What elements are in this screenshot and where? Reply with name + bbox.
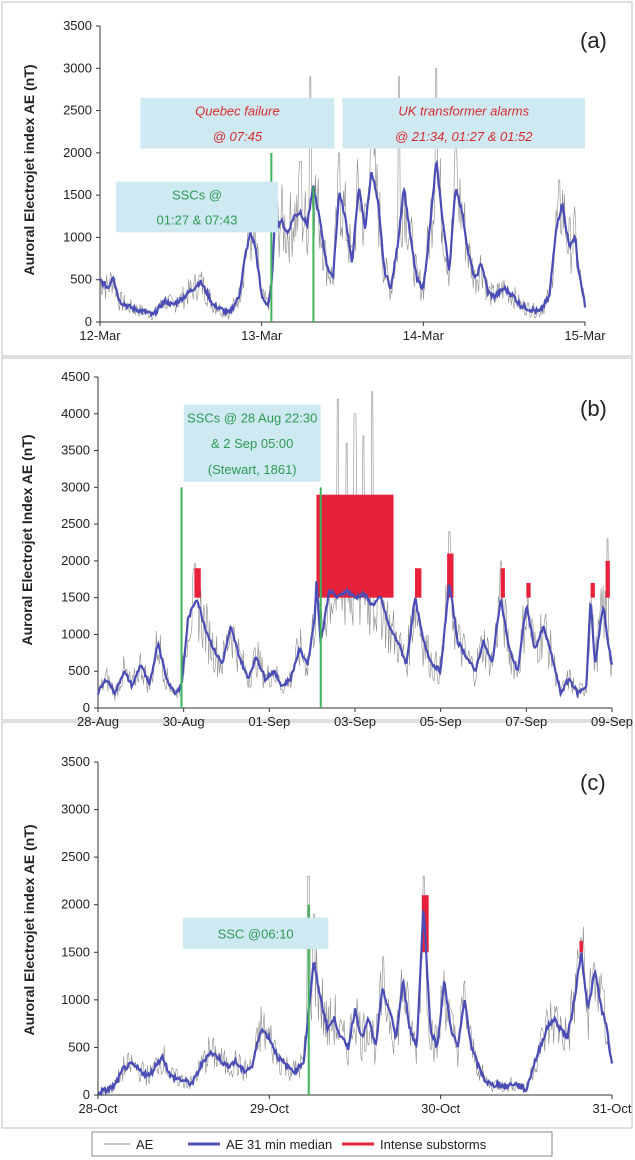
legend: AE AE 31 min median Intense substorms xyxy=(91,1131,553,1157)
panel-b: (b) Auroral Electrojet Index AE (nT) 0 50… xyxy=(19,369,633,729)
y-tick-label: 1000 xyxy=(61,992,90,1007)
panel-a-label: (a) xyxy=(580,28,607,53)
annotation-text: (Stewart, 1861) xyxy=(208,462,297,477)
panel-a: (a) Auroral Electrojet index AE (nT) 0 50… xyxy=(21,18,607,343)
annotation-box xyxy=(342,97,585,149)
annotation-text: & 2 Sep 05:00 xyxy=(211,436,293,451)
annotation-box xyxy=(183,404,321,482)
annotation-text: 01:27 & 07:43 xyxy=(157,213,238,228)
y-tick-label: 3500 xyxy=(61,443,90,458)
panel-c-label: (c) xyxy=(580,770,606,795)
legend-median-label: AE 31 min median xyxy=(226,1137,332,1152)
annotation-box xyxy=(116,181,278,233)
x-tick-label: 30-Oct xyxy=(421,1101,460,1116)
y-tick-label: 3500 xyxy=(63,18,92,33)
y-tick-label: 500 xyxy=(70,272,92,287)
x-tick-label: 28-Oct xyxy=(78,1101,117,1116)
annotation-text: @ 21:34, 01:27 & 01:52 xyxy=(395,129,533,144)
y-tick-label: 500 xyxy=(68,663,90,678)
x-tick-label: 01-Sep xyxy=(248,714,290,729)
y-tick-label: 1500 xyxy=(61,590,90,605)
y-tick-label: 2000 xyxy=(61,553,90,568)
intense-substorm xyxy=(579,940,583,953)
x-tick-label: 31-Oct xyxy=(592,1101,631,1116)
intense-substorm xyxy=(414,568,422,598)
median-series xyxy=(96,581,614,699)
y-tick-label: 1500 xyxy=(61,944,90,959)
intense-substorm xyxy=(447,553,454,598)
annotation-text: SSCs @ xyxy=(172,187,222,202)
annotation-box xyxy=(140,97,335,149)
panel-c-frame xyxy=(1,721,633,1129)
y-tick-label: 4000 xyxy=(61,406,90,421)
annotation-text: @ 07:45 xyxy=(213,129,263,144)
legend-intense-label: Intense substorms xyxy=(380,1137,487,1152)
intense-substorm xyxy=(194,568,201,598)
y-tick-label: 3000 xyxy=(63,60,92,75)
y-tick-label: 2500 xyxy=(61,516,90,531)
panel-b-ylabel: Auroral Electrojet Index AE (nT) xyxy=(19,434,35,645)
x-tick-label: 28-Aug xyxy=(77,714,119,729)
intense-substorm xyxy=(316,494,394,598)
panel-c: (c) Auroral Electrojet index AE (nT) 0 50… xyxy=(21,754,632,1116)
annotation-text: UK transformer alarms xyxy=(398,104,529,119)
y-tick-label: 2500 xyxy=(63,103,92,118)
x-tick-label: 03-Sep xyxy=(334,714,376,729)
y-tick-label: 2500 xyxy=(61,849,90,864)
x-tick-label: 29-Oct xyxy=(250,1101,289,1116)
y-tick-label: 2000 xyxy=(63,145,92,160)
intense-substorm xyxy=(590,582,595,598)
panel-a-ylabel: Auroral Electrojet index AE (nT) xyxy=(21,64,37,275)
panel-b-label: (b) xyxy=(580,396,607,421)
panel-a-frame xyxy=(1,1,633,357)
annotation-text: Quebec failure xyxy=(195,104,280,119)
median-series xyxy=(99,158,587,318)
annotation-text: SSCs @ 28 Aug 22:30 xyxy=(187,410,317,425)
y-tick-label: 3000 xyxy=(61,802,90,817)
y-tick-label: 3500 xyxy=(61,754,90,769)
x-tick-label: 12-Mar xyxy=(79,328,121,343)
y-tick-label: 1000 xyxy=(63,229,92,244)
ae-raw-series xyxy=(99,68,586,321)
y-tick-label: 4500 xyxy=(61,369,90,384)
y-tick-label: 1500 xyxy=(63,187,92,202)
x-tick-label: 07-Sep xyxy=(505,714,547,729)
x-tick-label: 05-Sep xyxy=(420,714,462,729)
legend-ae-label: AE xyxy=(136,1137,154,1152)
median-series xyxy=(97,910,614,1097)
y-tick-label: 0 xyxy=(85,314,92,329)
panel-c-ylabel: Auroral Electrojet index AE (nT) xyxy=(21,824,37,1035)
intense-substorm xyxy=(605,560,610,598)
x-tick-label: 14-Mar xyxy=(403,328,445,343)
annotation-box xyxy=(182,917,329,949)
y-tick-label: 2000 xyxy=(61,897,90,912)
x-tick-label: 15-Mar xyxy=(564,328,606,343)
intense-substorm xyxy=(526,582,531,598)
y-tick-label: 1000 xyxy=(61,626,90,641)
x-tick-label: 13-Mar xyxy=(241,328,283,343)
y-tick-label: 0 xyxy=(83,1087,90,1102)
y-tick-label: 3000 xyxy=(61,479,90,494)
panel-b-frame xyxy=(1,357,633,721)
annotation-text: SSC @06:10 xyxy=(218,926,294,941)
intense-substorm xyxy=(500,568,505,598)
y-tick-label: 0 xyxy=(83,700,90,715)
x-tick-label: 09-Sep xyxy=(591,714,633,729)
legend-box xyxy=(91,1131,553,1157)
y-tick-label: 500 xyxy=(68,1039,90,1054)
x-tick-label: 30-Aug xyxy=(163,714,205,729)
